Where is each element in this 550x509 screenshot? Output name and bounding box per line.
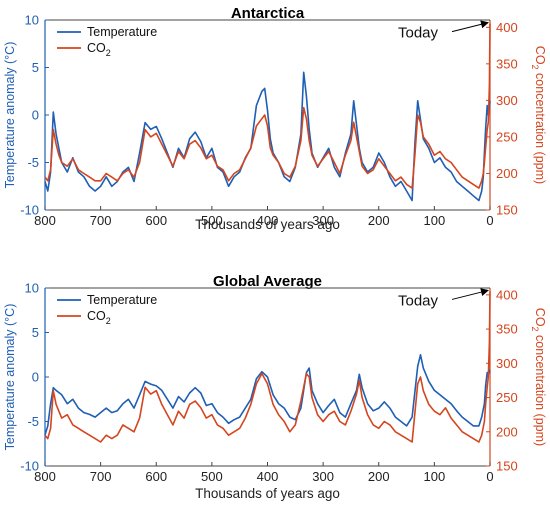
legend-co2-label: CO2 [87, 41, 111, 58]
x-tick-label: 600 [145, 213, 167, 228]
x-tick-label: 300 [312, 213, 334, 228]
x-axis-label: Thousands of years ago [195, 486, 340, 501]
x-tick-label: 700 [90, 469, 112, 484]
x-tick-label: 800 [34, 469, 56, 484]
right-y-tick-label: 400 [496, 287, 518, 302]
right-y-axis-label: CO2 concentration (ppm) [530, 308, 547, 446]
co2-series-line [44, 291, 491, 443]
right-y-label-subscript: 2 [530, 65, 540, 70]
x-tick-label: 300 [312, 469, 334, 484]
right-y-tick-label: 350 [496, 322, 518, 337]
today-arrow [451, 288, 489, 300]
x-tick-label: 200 [368, 469, 390, 484]
right-y-tick-label: 150 [496, 459, 518, 474]
left-y-tick-label: 0 [32, 370, 39, 385]
left-y-tick-label: 10 [25, 13, 39, 28]
x-tick-label: 100 [424, 213, 446, 228]
legend-co2-main: CO [87, 41, 106, 55]
right-y-tick-label: 300 [496, 93, 518, 108]
left-y-tick-label: 5 [32, 325, 39, 340]
left-y-tick-label: 0 [32, 108, 39, 123]
x-axis-label: Thousands of years ago [195, 217, 340, 232]
right-y-tick-label: 400 [496, 20, 518, 35]
left-y-axis-label: Temperature anomaly (°C) [3, 304, 17, 451]
legend-co2-label: CO2 [87, 309, 111, 326]
temperature-series-line [44, 353, 491, 436]
today-annotation: Today [398, 292, 439, 309]
x-tick-label: 400 [257, 469, 279, 484]
x-tick-label: 600 [145, 469, 167, 484]
x-tick-label: 100 [424, 469, 446, 484]
right-y-tick-label: 200 [496, 166, 518, 181]
x-tick-label: 0 [486, 213, 493, 228]
x-tick-label: 500 [201, 469, 223, 484]
right-y-label-tail: concentration (ppm) [533, 70, 547, 185]
left-y-tick-label: -5 [27, 155, 39, 170]
right-y-label-subscript: 2 [530, 327, 540, 332]
chart-title: Antarctica [231, 5, 305, 22]
legend-temperature-label: Temperature [87, 25, 157, 39]
right-y-axis-label: CO2 concentration (ppm) [530, 46, 547, 184]
today-annotation: Today [398, 25, 439, 42]
x-tick-label: 0 [486, 469, 493, 484]
right-y-label-main: CO [533, 308, 547, 327]
legend-co2-subscript: 2 [106, 48, 111, 58]
x-tick-label: 800 [34, 213, 56, 228]
left-y-axis-label: Temperature anomaly (°C) [3, 42, 17, 189]
right-y-tick-label: 300 [496, 356, 518, 371]
right-y-tick-label: 250 [496, 129, 518, 144]
x-tick-label: 200 [368, 213, 390, 228]
x-tick-label: 400 [257, 213, 279, 228]
co2-series-line [44, 23, 491, 189]
left-y-tick-label: -10 [20, 459, 39, 474]
left-y-tick-label: 10 [25, 281, 39, 296]
right-y-label-main: CO [533, 46, 547, 65]
today-arrow [451, 20, 489, 33]
left-y-tick-label: -10 [20, 203, 39, 218]
legend-temperature-label: Temperature [87, 293, 157, 307]
legend-co2-main: CO [87, 309, 106, 323]
left-y-tick-label: -5 [27, 414, 39, 429]
right-y-tick-label: 150 [496, 203, 518, 218]
chart-title: Global Average [213, 273, 322, 290]
left-y-tick-label: 5 [32, 60, 39, 75]
legend-co2-subscript: 2 [106, 316, 111, 326]
right-y-label-tail: concentration (ppm) [533, 332, 547, 447]
right-y-tick-label: 350 [496, 56, 518, 71]
x-tick-label: 500 [201, 213, 223, 228]
right-y-tick-label: 250 [496, 390, 518, 405]
right-y-tick-label: 200 [496, 424, 518, 439]
x-tick-label: 700 [90, 213, 112, 228]
